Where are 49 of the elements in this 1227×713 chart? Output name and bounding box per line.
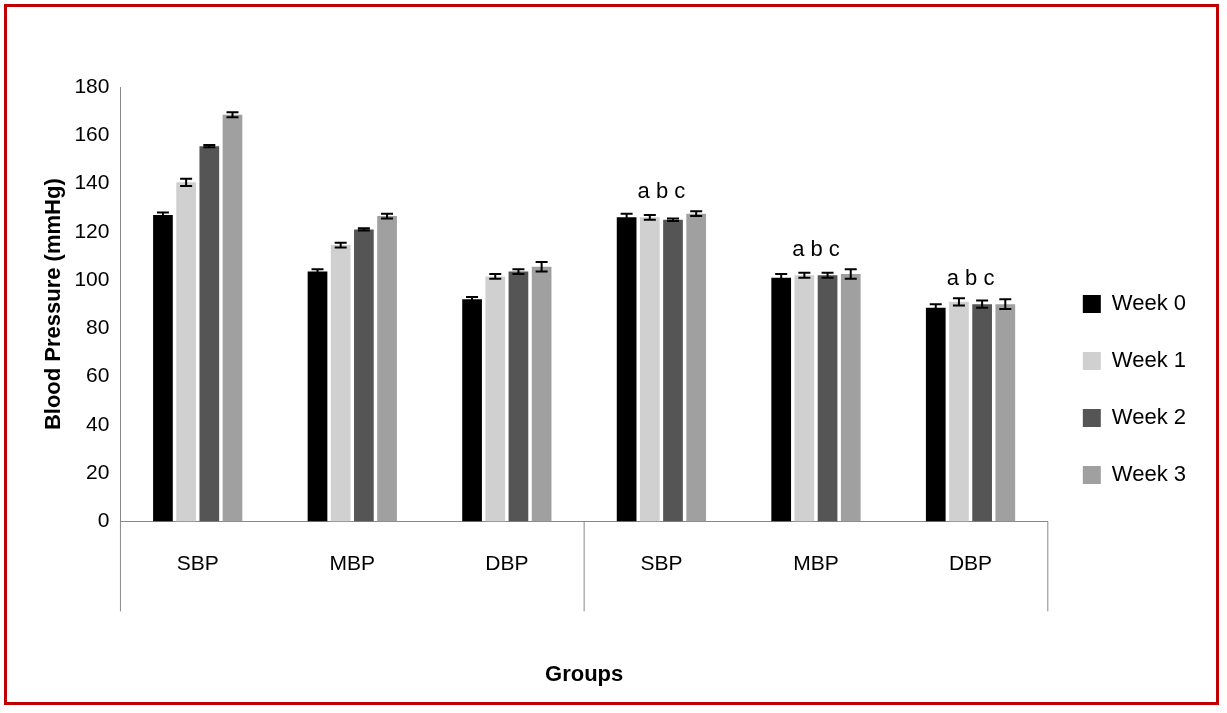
bar xyxy=(663,219,683,522)
y-tick-label: 100 xyxy=(74,266,110,290)
x-tick-label: DBP xyxy=(948,550,993,574)
bar xyxy=(972,304,992,522)
bar xyxy=(531,266,552,522)
y-axis-title: Blood Pressure (mmHg) xyxy=(40,178,66,431)
bar xyxy=(222,114,243,522)
x-tick-label: SBP xyxy=(640,550,683,574)
y-tick-label: 140 xyxy=(74,170,110,194)
bar xyxy=(377,216,397,522)
bar xyxy=(354,229,374,522)
y-tick-label: 20 xyxy=(86,459,110,483)
bar xyxy=(307,271,328,522)
legend-label: Week 2 xyxy=(1111,404,1186,430)
bar xyxy=(176,182,196,522)
annotation: a b c xyxy=(946,265,995,291)
bar xyxy=(794,275,815,522)
bar xyxy=(995,304,1016,522)
bar xyxy=(925,307,946,522)
x-tick-label: MBP xyxy=(793,550,839,574)
y-tick-label: 160 xyxy=(74,122,110,146)
bar xyxy=(508,271,529,522)
y-tick-label: 80 xyxy=(86,315,110,339)
y-tick-label: 120 xyxy=(74,218,110,242)
y-tick-label: 0 xyxy=(97,508,110,532)
bar xyxy=(817,275,838,522)
x-tick-label: MBP xyxy=(329,550,376,574)
x-axis-title: Groups xyxy=(545,660,624,686)
bar xyxy=(949,301,969,522)
legend-label: Week 0 xyxy=(1111,290,1186,316)
x-tick-label: DBP xyxy=(485,550,529,574)
legend-label: Week 1 xyxy=(1111,347,1186,373)
y-tick-label: 40 xyxy=(86,411,110,435)
bar xyxy=(485,276,506,522)
y-tick-label: 60 xyxy=(86,363,110,387)
bar xyxy=(199,146,220,522)
bar xyxy=(840,274,861,522)
bar xyxy=(771,277,792,522)
x-tick-label: SBP xyxy=(176,550,219,574)
annotation: a b c xyxy=(792,236,840,262)
bar xyxy=(153,214,173,522)
bar xyxy=(639,217,660,522)
bar xyxy=(616,217,637,522)
annotation: a b c xyxy=(637,178,686,204)
bar xyxy=(330,245,351,522)
y-tick-label: 180 xyxy=(74,73,110,97)
legend-label: Week 3 xyxy=(1111,461,1186,487)
bar xyxy=(462,299,482,522)
bar xyxy=(686,213,707,522)
